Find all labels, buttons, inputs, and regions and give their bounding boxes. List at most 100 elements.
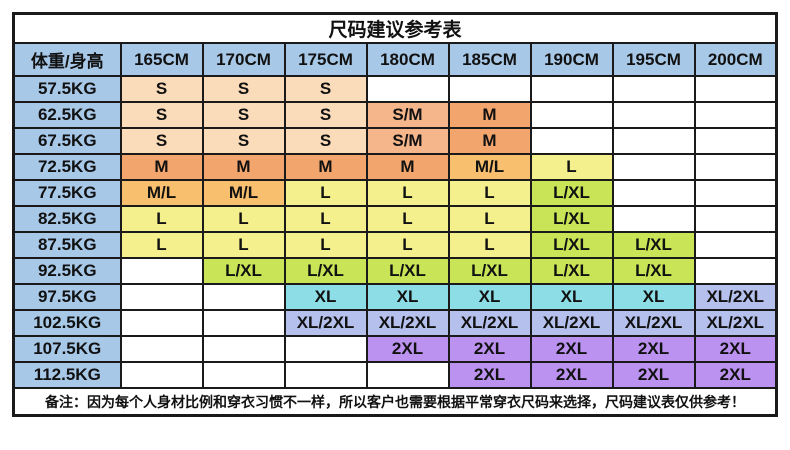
empty-cell — [119, 283, 204, 311]
size-cell: M — [447, 127, 532, 155]
size-cell: S/M — [365, 127, 450, 155]
size-cell: XL/2XL — [693, 309, 778, 337]
size-cell: XL/2XL — [447, 309, 532, 337]
size-cell: 2XL — [447, 335, 532, 363]
empty-cell — [693, 75, 778, 103]
size-cell: M — [447, 101, 532, 129]
size-cell: L/XL — [611, 257, 696, 285]
table-row: 77.5KG M/L M/L L L L L/XL — [12, 179, 778, 207]
empty-cell — [693, 127, 778, 155]
empty-cell — [365, 361, 450, 389]
empty-cell — [693, 205, 778, 233]
size-cell: L — [447, 205, 532, 233]
table-row: 107.5KG 2XL 2XL 2XL 2XL 2XL — [12, 335, 778, 363]
height-column-header: 175CM — [283, 42, 368, 77]
empty-cell — [529, 101, 614, 129]
size-cell: L — [365, 179, 450, 207]
size-cell: M — [365, 153, 450, 181]
size-cell: 2XL — [365, 335, 450, 363]
size-cell: S — [119, 75, 204, 103]
weight-header-cell: 92.5KG — [12, 257, 122, 285]
height-column-header: 180CM — [365, 42, 450, 77]
size-cell: L — [283, 179, 368, 207]
size-cell: L — [529, 153, 614, 181]
table-row: 92.5KG L/XL L/XL L/XL L/XL L/XL L/XL — [12, 257, 778, 285]
weight-header-cell: 62.5KG — [12, 101, 122, 129]
size-cell: 2XL — [529, 335, 614, 363]
empty-cell — [119, 335, 204, 363]
weight-header-cell: 67.5KG — [12, 127, 122, 155]
size-cell: L/XL — [447, 257, 532, 285]
size-cell: XL — [447, 283, 532, 311]
empty-cell — [693, 257, 778, 285]
size-cell: 2XL — [611, 335, 696, 363]
size-cell: L — [447, 179, 532, 207]
size-chart-table: 尺码建议参考表 体重/身高 165CM 170CM 175CM 180CM 185CM 1… — [12, 12, 778, 417]
table-row: 97.5KG XL XL XL XL XL XL/2XL — [12, 283, 778, 311]
height-column-header: 200CM — [693, 42, 778, 77]
size-cell: 2XL — [693, 335, 778, 363]
size-cell: M — [283, 153, 368, 181]
empty-cell — [611, 75, 696, 103]
table-row: 102.5KG XL/2XL XL/2XL XL/2XL XL/2XL XL/2XL XL/… — [12, 309, 778, 337]
size-cell: L/XL — [365, 257, 450, 285]
size-cell: M/L — [119, 179, 204, 207]
empty-cell — [693, 179, 778, 207]
size-cell: L — [201, 205, 286, 233]
empty-cell — [201, 309, 286, 337]
size-cell: S — [119, 127, 204, 155]
size-cell: L — [447, 231, 532, 259]
empty-cell — [611, 179, 696, 207]
size-cell: L/XL — [529, 179, 614, 207]
table-row: 67.5KG S S S S/M M — [12, 127, 778, 155]
empty-cell — [611, 205, 696, 233]
empty-cell — [365, 75, 450, 103]
size-cell: XL — [365, 283, 450, 311]
empty-cell — [283, 335, 368, 363]
note-text: 备注：因为每个人身材比例和穿衣习惯不一样，所以客户也需要根据平常穿衣尺码来选择，… — [12, 387, 778, 417]
empty-cell — [611, 127, 696, 155]
size-cell: S — [283, 75, 368, 103]
size-cell: 2XL — [611, 361, 696, 389]
empty-cell — [201, 335, 286, 363]
empty-cell — [119, 257, 204, 285]
size-cell: S — [201, 75, 286, 103]
empty-cell — [693, 231, 778, 259]
size-cell: S — [201, 101, 286, 129]
note-row: 备注：因为每个人身材比例和穿衣习惯不一样，所以客户也需要根据平常穿衣尺码来选择，… — [12, 387, 778, 417]
corner-header-cell: 体重/身高 — [12, 42, 122, 77]
empty-cell — [693, 101, 778, 129]
height-column-header: 190CM — [529, 42, 614, 77]
size-cell: 2XL — [447, 361, 532, 389]
table-row: 72.5KG M M M M M/L L — [12, 153, 778, 181]
table-title: 尺码建议参考表 — [12, 12, 778, 44]
size-cell: M — [119, 153, 204, 181]
weight-header-cell: 72.5KG — [12, 153, 122, 181]
height-column-header: 165CM — [119, 42, 204, 77]
size-cell: L/XL — [201, 257, 286, 285]
size-cell: S/M — [365, 101, 450, 129]
size-cell: XL — [611, 283, 696, 311]
size-cell: L/XL — [529, 205, 614, 233]
size-cell: XL — [283, 283, 368, 311]
size-cell: M/L — [201, 179, 286, 207]
weight-header-cell: 77.5KG — [12, 179, 122, 207]
size-cell: M — [201, 153, 286, 181]
height-column-header: 170CM — [201, 42, 286, 77]
size-cell: L — [283, 231, 368, 259]
height-column-header: 185CM — [447, 42, 532, 77]
weight-header-cell: 97.5KG — [12, 283, 122, 311]
empty-cell — [693, 153, 778, 181]
size-cell: L — [365, 231, 450, 259]
weight-header-cell: 112.5KG — [12, 361, 122, 389]
table-row: 62.5KG S S S S/M M — [12, 101, 778, 129]
size-cell: S — [283, 127, 368, 155]
weight-header-cell: 82.5KG — [12, 205, 122, 233]
size-cell: S — [119, 101, 204, 129]
size-cell: XL/2XL — [529, 309, 614, 337]
table-row: 87.5KG L L L L L L/XL L/XL — [12, 231, 778, 259]
size-cell: L/XL — [529, 231, 614, 259]
empty-cell — [529, 127, 614, 155]
empty-cell — [447, 75, 532, 103]
height-column-header: 195CM — [611, 42, 696, 77]
